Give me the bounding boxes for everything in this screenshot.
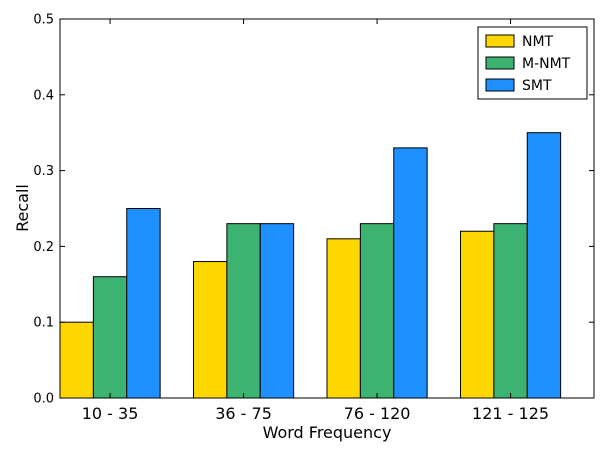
plot-frame [59, 18, 595, 399]
y-tick-label: 0.4 [33, 88, 54, 103]
x-axis-label: Word Frequency [263, 423, 392, 442]
y-tick-label: 0.1 [33, 316, 54, 331]
x-tick-label: 76 - 120 [344, 404, 411, 423]
legend-label-smt: SMT [522, 78, 552, 94]
bar-smt-4 [526, 132, 562, 399]
bar-smt-1 [126, 208, 161, 399]
y-tick-label: 0.5 [33, 13, 54, 28]
bar-nmt-2 [193, 261, 228, 399]
y-axis-label: Recall [13, 184, 32, 232]
bar-smt-2 [259, 223, 295, 399]
x-tick-label: 36 - 75 [215, 404, 272, 423]
bar-m-nmt-2 [226, 223, 261, 399]
bar-nmt-1 [59, 321, 94, 399]
x-axis-ticks: 10 - 35 36 - 75 76 - 120 121 - 125 [82, 19, 549, 423]
bars-group [59, 132, 562, 399]
bar-m-nmt-3 [359, 223, 395, 399]
legend-label-m-nmt: M-NMT [522, 56, 571, 72]
bar-nmt-4 [460, 230, 495, 399]
legend: NMT M-NMT SMT [477, 26, 588, 100]
y-tick-label: 0.0 [33, 392, 54, 407]
bar-m-nmt-1 [92, 276, 128, 399]
legend-swatch-smt [485, 78, 515, 92]
legend-swatch-nmt [485, 34, 515, 48]
y-tick-label: 0.3 [33, 164, 54, 179]
y-tick-label: 0.2 [33, 240, 54, 255]
legend-label-nmt: NMT [522, 34, 554, 50]
x-tick-label: 10 - 35 [82, 404, 139, 423]
x-tick-label: 121 - 125 [472, 404, 549, 423]
bar-m-nmt-4 [493, 223, 528, 399]
bar-smt-3 [393, 147, 428, 399]
legend-swatch-m-nmt [485, 56, 515, 70]
bar-nmt-3 [326, 238, 361, 399]
